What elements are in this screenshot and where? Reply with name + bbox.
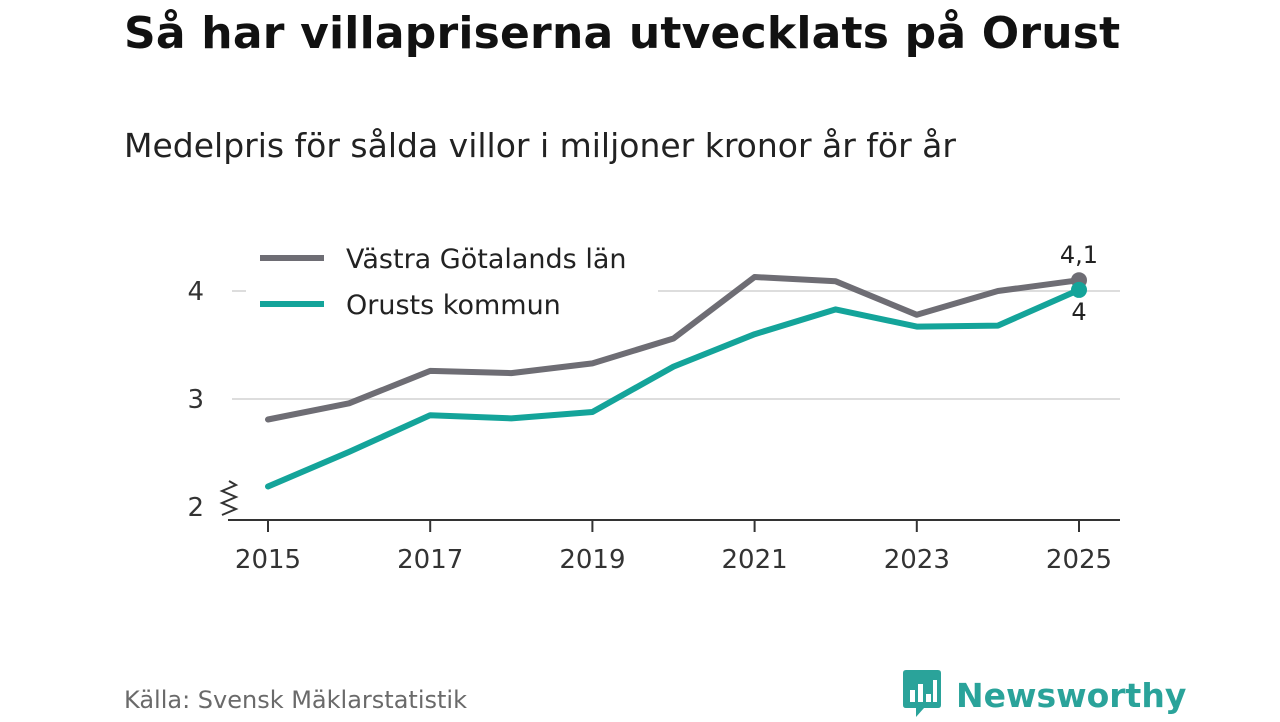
y-tick-label: 4 bbox=[187, 277, 204, 307]
x-tick-label: 2019 bbox=[559, 545, 625, 575]
series-line-orust bbox=[265, 286, 1082, 490]
newsworthy-brand: Newsworthy bbox=[902, 668, 1186, 722]
end-label-orust: 4 bbox=[1071, 298, 1086, 326]
end-label-vastra-gotaland: 4,1 bbox=[1060, 241, 1098, 269]
x-tick-label: 2015 bbox=[235, 545, 301, 575]
legend-label-orust: Orusts kommun bbox=[346, 290, 561, 321]
series-line-vastra-gotaland bbox=[265, 274, 1082, 423]
y-tick-label: 2 bbox=[187, 493, 204, 523]
x-tick-label: 2023 bbox=[884, 545, 950, 575]
chart-subtitle: Medelpris för sålda villor i miljoner kr… bbox=[124, 126, 956, 165]
axes: 2 3 4 2015 2017 2019 2021 2023 2025 bbox=[187, 277, 1120, 575]
end-point-orust bbox=[1071, 281, 1087, 298]
x-tick-label: 2017 bbox=[397, 545, 463, 575]
series-lines bbox=[265, 272, 1087, 490]
x-tick-label: 2021 bbox=[722, 545, 788, 575]
y-tick-label: 3 bbox=[187, 385, 204, 415]
legend-label-vastra-gotaland: Västra Götalands län bbox=[346, 244, 626, 275]
source-note: Källa: Svensk Mäklarstatistik bbox=[124, 686, 467, 714]
newsworthy-logo-icon bbox=[902, 668, 942, 722]
newsworthy-wordmark: Newsworthy bbox=[956, 675, 1187, 715]
end-labels: 4,14 bbox=[1060, 241, 1098, 326]
legend-background bbox=[246, 232, 658, 328]
x-tick-label: 2025 bbox=[1046, 545, 1112, 575]
chart-title: Så har villapriserna utvecklats på Orust bbox=[124, 8, 1121, 59]
axis-break-marker bbox=[219, 480, 239, 516]
legend: Västra Götalands län Orusts kommun bbox=[246, 232, 658, 328]
